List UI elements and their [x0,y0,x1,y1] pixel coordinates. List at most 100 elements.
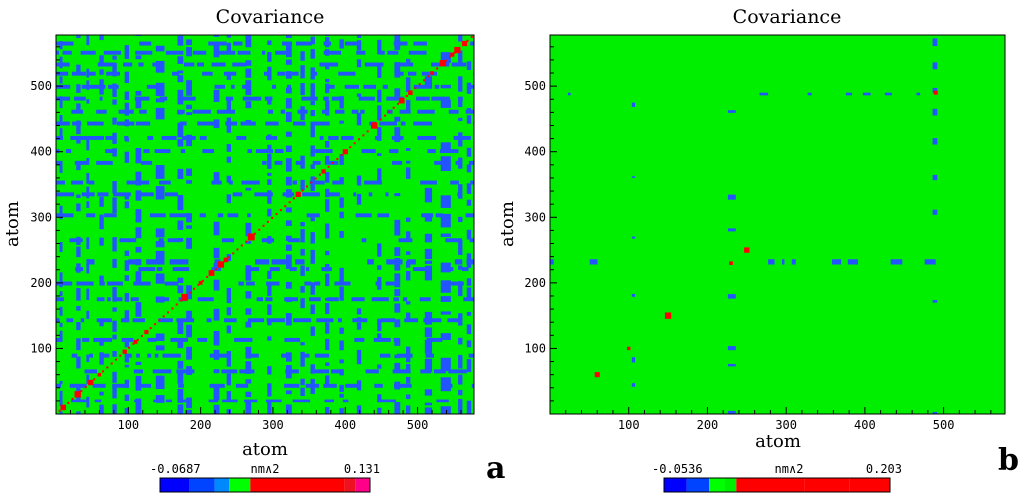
panel-a-letter: a [486,451,505,486]
panel-a-negative-cell [267,190,272,204]
panel-a-negative-cell [186,112,192,116]
panel-a-positive-cell [236,248,239,251]
panel-a-positive-cell [102,370,105,373]
panel-a-positive-cell [418,83,421,86]
panel-a-negative-cell [86,396,90,408]
panel-a-negative-cell [351,109,359,114]
panel-b-negative-cell [727,294,736,299]
panel-a-negative-cell [209,353,229,358]
panel-a-negative-cell [424,402,433,406]
panel-a-negative-cell [267,172,272,176]
panel-a-negative-cell [159,96,168,101]
panel-a-negative-cell [440,52,451,63]
panel-b-negative-cell [932,209,938,215]
panel-a-negative-cell [86,310,90,319]
panel-a-negative-cell [178,383,184,388]
panel-a-negative-cell [59,56,63,69]
panel-a-negative-cell [124,407,130,414]
panel-a-negative-cell [124,340,130,348]
panel-a-negative-cell [114,297,123,302]
panel-b-colorbar-min: -0.0536 [652,462,703,476]
panel-a-negative-cell [87,121,104,126]
panel-a-negative-cell [448,109,459,114]
panel-a-negative-cell [424,320,433,325]
panel-a-negative-cell [356,93,362,97]
panel-a-negative-cell [310,217,315,222]
panel-a-positive-cell [370,122,378,129]
panel-a-negative-cell [262,160,267,165]
panel-a-negative-cell [120,318,130,323]
panel-a-colorbar-swatch [250,478,345,492]
panel-a-plot-frame [55,34,475,415]
panel-a-negative-cell [406,270,411,281]
panel-b: Covariance 100 200 300 400 500 100 200 300 400 50… [497,6,1019,493]
panel-a-negative-cell [356,59,362,68]
panel-a-negative-cell [284,337,301,342]
panel-b-ticks: 100 200 300 400 500 100 200 300 400 500 [524,46,992,432]
panel-a-negative-cell [406,405,411,414]
panel-b-negative-cell [727,346,736,351]
panel-a-negative-cell [242,96,262,101]
panel-a-negative-cell [86,237,90,250]
panel-a-negative-cell [141,160,153,165]
panel-b-negative-cell [862,92,871,96]
panel-a-negative-cell [214,84,225,89]
panel-a-negative-cell [325,78,330,83]
panel-a-negative-cell [466,340,472,348]
panel-a-negative-cell [124,260,130,271]
panel-a-negative-cell [447,318,462,323]
panel-a-negative-cell [377,333,382,342]
panel-a-negative-cell [76,411,81,414]
panel-a-negative-cell [361,149,376,154]
panel-a-negative-cell [325,140,330,148]
panel-a-negative-cell [75,267,84,272]
panel-a-positive-cell [214,268,217,271]
panel-a-positive-cell [71,397,74,400]
panel-a-negative-cell [112,55,117,60]
panel-a-positive-cell [444,59,447,62]
panel-b-plot-frame [549,34,1006,415]
panel-b-y-tick-label: 500 [524,79,546,93]
panel-a-negative-cell [82,337,90,342]
panel-a-negative-cell [325,362,330,366]
panel-a-negative-cell [285,98,292,109]
panel-a-negative-cell [394,340,401,346]
panel-a-negative-cell [277,71,286,76]
panel-a-negative-cell [470,180,474,185]
panel-a-negative-cell [323,41,332,46]
panel-a-negative-cell [56,71,69,76]
panel-a-negative-cell [440,213,451,228]
panel-b-negative-cell [890,259,903,265]
panel-a-negative-cell [400,121,406,126]
panel-a-negative-cell [211,180,222,185]
panel-a-negative-cell [305,267,310,272]
panel-a-negative-cell [266,318,285,323]
panel-a-negative-cell [406,77,411,92]
panel-a-negative-cell [355,213,372,218]
panel-a-negative-cell [344,41,361,46]
panel-a-negative-cell [285,369,299,374]
panel-b-negative-cell [932,411,938,414]
panel-a-negative-cell [267,366,272,375]
panel-a-negative-cell [226,373,232,386]
panel-a-y-tick-label: 100 [30,341,52,355]
panel-a-negative-cell [135,375,142,391]
panel-a-negative-cell [112,181,117,194]
panel-b-negative-cell [759,92,769,96]
panel-a-negative-cell [241,180,260,185]
panel-a-negative-cell [406,231,411,242]
panel-a-negative-cell [406,312,411,319]
panel-a-negative-cell [408,71,417,76]
panel-a-negative-cell [124,91,130,100]
panel-a-negative-cell [285,158,292,172]
panel-a-negative-cell [156,267,163,272]
panel-a-negative-cell [186,324,192,338]
panel-a-positive-cell [62,405,65,408]
panel-a-negative-cell [300,265,305,276]
panel-a-negative-cell [255,259,270,265]
panel-a-negative-cell [466,82,472,94]
panel-a-negative-cell [177,35,184,46]
panel-a-negative-cell [440,280,451,293]
panel-a-positive-cell [310,181,313,184]
panel-a-negative-cell [282,41,292,46]
